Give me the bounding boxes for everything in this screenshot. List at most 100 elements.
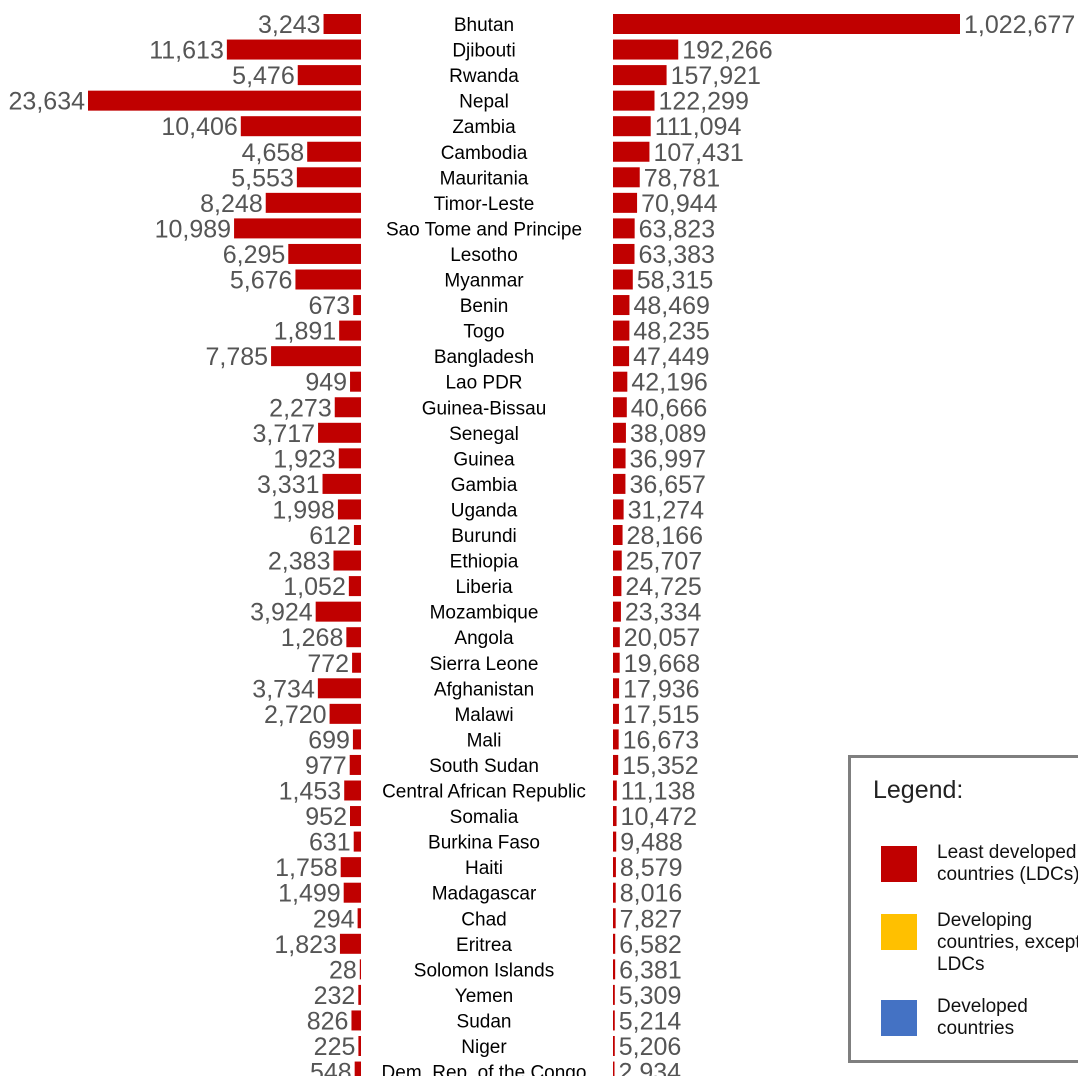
- right-value-label: 5,309: [619, 982, 682, 1010]
- right-value-label: 40,666: [631, 394, 707, 422]
- right-bar: [613, 576, 622, 597]
- left-bar: [334, 397, 361, 418]
- right-bar: [613, 448, 626, 469]
- right-value-label: 36,657: [629, 471, 705, 499]
- left-bar: [88, 90, 361, 111]
- legend-label-developing: Developing countries, except LDCs: [937, 910, 1078, 975]
- left-bar: [351, 1010, 361, 1031]
- category-label: Benin: [460, 296, 509, 317]
- left-bar: [358, 984, 361, 1005]
- left-value-label: 1,823: [274, 931, 337, 959]
- right-value-label: 6,582: [619, 931, 682, 959]
- left-value-label: 3,924: [250, 599, 313, 627]
- category-label: Mozambique: [430, 603, 539, 624]
- right-value-label: 63,383: [639, 241, 715, 269]
- category-label: Ethiopia: [450, 552, 519, 573]
- category-label: Burkina Faso: [428, 833, 540, 854]
- category-label: Togo: [463, 322, 504, 343]
- left-value-label: 1,052: [283, 573, 346, 601]
- category-label: Djibouti: [452, 41, 515, 62]
- right-bar: [613, 397, 627, 418]
- left-value-label: 4,658: [242, 139, 305, 167]
- right-value-label: 122,299: [658, 88, 748, 116]
- right-value-label: 8,016: [620, 880, 683, 908]
- right-bar: [613, 806, 617, 827]
- right-value-label: 7,827: [620, 905, 683, 933]
- left-bar: [317, 678, 361, 699]
- right-bar: [613, 90, 655, 111]
- legend-swatch-developed: [881, 1000, 917, 1036]
- left-bar: [339, 933, 361, 954]
- left-bar: [337, 499, 361, 520]
- category-label: Mauritania: [440, 168, 529, 189]
- left-bar: [340, 857, 361, 878]
- right-bar: [613, 984, 615, 1005]
- right-bar: [613, 550, 622, 571]
- right-value-label: 24,725: [625, 573, 701, 601]
- right-bar: [613, 882, 616, 903]
- right-bar: [613, 831, 617, 852]
- right-value-label: 48,235: [633, 318, 709, 346]
- left-bar: [353, 831, 361, 852]
- right-value-label: 31,274: [628, 496, 705, 524]
- category-label: Cambodia: [441, 143, 528, 164]
- right-bar: [613, 116, 651, 137]
- right-bar: [613, 678, 620, 699]
- right-bar: [613, 39, 679, 60]
- left-value-label: 5,476: [232, 62, 295, 90]
- category-label: Gambia: [451, 475, 518, 496]
- left-value-label: 673: [309, 292, 351, 320]
- left-value-label: 1,499: [278, 880, 341, 908]
- right-value-label: 5,206: [619, 1033, 682, 1061]
- right-value-label: 2,934: [619, 1059, 682, 1076]
- left-value-label: 232: [314, 982, 356, 1010]
- right-bar: [613, 525, 623, 545]
- legend-label-ldc: Least developed countries (LDCs): [937, 842, 1078, 885]
- right-value-label: 17,515: [623, 701, 699, 729]
- right-value-label: 157,921: [671, 62, 761, 90]
- category-label: Sudan: [457, 1011, 512, 1032]
- category-label: Burundi: [451, 526, 517, 547]
- left-value-label: 1,998: [272, 496, 335, 524]
- right-bar: [613, 422, 626, 443]
- left-bar: [350, 371, 361, 392]
- right-bar: [613, 295, 630, 316]
- left-value-label: 949: [305, 369, 347, 397]
- right-value-label: 192,266: [682, 37, 772, 65]
- left-value-label: 1,923: [273, 445, 336, 473]
- right-bar: [613, 857, 616, 878]
- right-bar: [613, 218, 635, 239]
- left-value-label: 3,734: [252, 675, 315, 703]
- left-bar: [358, 1036, 361, 1056]
- left-bar: [346, 627, 361, 648]
- left-value-label: 28: [329, 956, 357, 984]
- right-bar: [613, 601, 621, 622]
- category-label: Timor-Leste: [434, 194, 535, 215]
- left-bar: [315, 601, 361, 622]
- left-value-label: 548: [310, 1059, 352, 1076]
- left-bar: [338, 448, 361, 469]
- right-bar: [613, 1061, 615, 1076]
- left-bar: [357, 908, 361, 929]
- left-value-label: 7,785: [206, 343, 269, 371]
- left-value-label: 6,295: [223, 241, 286, 269]
- right-bar: [613, 269, 633, 290]
- right-value-label: 42,196: [631, 369, 707, 397]
- category-label: Guinea: [453, 449, 515, 470]
- right-value-label: 78,781: [644, 164, 720, 192]
- left-bar: [354, 1061, 361, 1076]
- category-label: Lao PDR: [445, 373, 522, 394]
- right-value-label: 9,488: [620, 829, 683, 857]
- right-bar: [613, 908, 616, 929]
- left-value-label: 294: [313, 905, 355, 933]
- left-bar: [323, 14, 361, 34]
- right-bar: [613, 627, 620, 648]
- legend: Legend: Least developed countries (LDCs)…: [848, 755, 1078, 1063]
- right-bar: [613, 652, 620, 673]
- left-bar: [352, 652, 361, 673]
- category-label: Bangladesh: [434, 347, 534, 368]
- left-bar: [297, 65, 361, 86]
- legend-label-developed: Developed countries: [937, 996, 1028, 1039]
